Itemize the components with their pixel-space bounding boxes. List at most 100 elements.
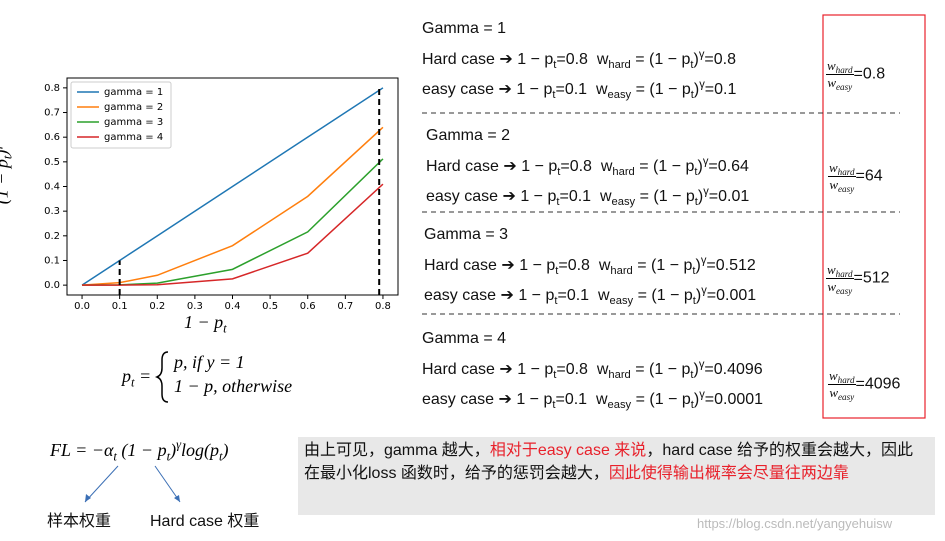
block-heading: Gamma = 1 xyxy=(422,20,506,38)
text-segment: 1 − p, otherwise xyxy=(174,376,293,396)
y-tick-label: 0.3 xyxy=(44,206,60,217)
definition-case: 1 − p, otherwise xyxy=(174,376,292,397)
text-segment: =0.8 xyxy=(704,51,737,68)
text-segment: γ xyxy=(701,284,707,297)
text-segment: =0.1 w xyxy=(559,188,612,205)
text-segment: 由上可见，gamma 越大， xyxy=(304,442,490,459)
series-line xyxy=(82,183,384,286)
numerator: whard xyxy=(828,368,856,385)
series-line xyxy=(81,87,384,286)
text-segment: t xyxy=(690,58,694,71)
text-segment: =512 xyxy=(853,269,890,287)
text-segment: =0.8 w xyxy=(556,361,609,378)
text-segment: t xyxy=(166,449,171,464)
text-segment: t xyxy=(694,165,698,178)
text-segment: w xyxy=(827,279,836,294)
x-tick-label: 0.1 xyxy=(112,301,128,312)
text-segment: easy case ➔ 1 − p xyxy=(422,81,553,98)
text-segment: = (1 − p xyxy=(633,287,693,304)
text-segment: w xyxy=(827,75,836,90)
text-segment: w xyxy=(829,177,838,192)
text-segment: ) xyxy=(0,150,11,156)
text-segment: easy xyxy=(836,82,853,93)
y-tick-label: 0.6 xyxy=(44,132,60,143)
text-segment: =0.001 xyxy=(706,287,757,304)
text-segment: = (1 − p xyxy=(634,158,695,175)
text-segment: t xyxy=(555,264,559,277)
text-segment: w xyxy=(829,160,838,175)
series-line xyxy=(82,158,384,286)
easy-case: easy case ➔ 1 − pt=0.1 weasy = (1 − pt)γ… xyxy=(422,389,763,411)
text-segment: γ xyxy=(700,254,707,267)
legend-box xyxy=(70,81,172,149)
hard-case: Hard case ➔ 1 − pt=0.8 whard = (1 − pt)γ… xyxy=(426,155,749,178)
annotation: 样本权重 xyxy=(47,513,112,530)
text-segment: γ xyxy=(699,78,705,91)
text-segment: Gamma = 1 xyxy=(422,20,507,37)
text-segment: = xyxy=(134,366,152,386)
text-segment: Hard case ➔ 1 − p xyxy=(426,158,558,175)
text-segment: t xyxy=(690,368,694,381)
text-segment: =0.1 xyxy=(704,81,737,98)
y-tick-label: 0.2 xyxy=(44,231,60,242)
text-segment: hard xyxy=(610,264,633,277)
text-segment: =0.1 w xyxy=(555,391,608,408)
text-segment: w xyxy=(827,262,836,277)
text-segment: hard xyxy=(835,269,853,280)
text-segment: =0.4096 xyxy=(704,361,763,378)
fraction: whard weasy xyxy=(826,58,854,93)
text-segment: Gamma = 2 xyxy=(426,127,511,144)
text-segment: 因此使得输出概率会尽量往两边靠 xyxy=(608,465,849,482)
text-segment: w xyxy=(827,58,836,73)
text-segment: =0.1 w xyxy=(557,287,610,304)
text-segment: hard xyxy=(608,368,631,381)
text-segment: γ xyxy=(702,155,709,168)
text-segment: ) xyxy=(222,440,229,460)
denominator: weasy xyxy=(827,279,852,296)
ratio: whard weasy =512 xyxy=(826,262,890,296)
text-segment: easy xyxy=(607,88,632,101)
numerator: whard xyxy=(826,58,854,75)
text-segment: Hard case ➔ 1 − p xyxy=(422,51,554,68)
text-segment: p, if y = 1 xyxy=(174,352,245,372)
ratio-frame xyxy=(822,14,926,419)
x-tick-label: 0.5 xyxy=(262,301,278,312)
text-segment: =4096 xyxy=(855,375,901,393)
numerator: whard xyxy=(826,262,854,279)
easy-case: easy case ➔ 1 − pt=0.1 weasy = (1 − pt)γ… xyxy=(426,186,749,208)
text-segment: =0.8 xyxy=(853,65,886,83)
fraction: whard weasy xyxy=(828,160,856,194)
text-segment: ) xyxy=(693,391,700,408)
text-segment: t xyxy=(692,294,696,307)
text-segment: ) xyxy=(693,81,700,98)
y-tick-label: 0.7 xyxy=(44,108,60,119)
denominator: weasy xyxy=(829,385,854,402)
text-segment: Gamma = 4 xyxy=(422,330,507,347)
denominator: weasy xyxy=(829,177,854,194)
text-segment: t xyxy=(553,368,557,381)
x-tick-label: 0.0 xyxy=(74,301,90,312)
text-segment: w xyxy=(829,368,838,383)
watermark: https://blog.csdn.net/yangyehuisw xyxy=(697,516,893,531)
x-tick-label: 0.3 xyxy=(187,301,203,312)
text-segment: ) xyxy=(693,51,699,68)
x-tick-label: 0.6 xyxy=(300,301,316,312)
text-segment: easy xyxy=(609,294,634,307)
arrow xyxy=(154,465,181,503)
arrow xyxy=(84,465,119,503)
text-segment: = (1 − p xyxy=(632,257,693,274)
text-segment: ) xyxy=(693,361,699,378)
text-segment: t xyxy=(553,58,557,71)
definition-case: p, if y = 1 xyxy=(174,352,245,373)
ratio: whard weasy =64 xyxy=(828,160,883,194)
text-segment: =0.1 w xyxy=(555,81,608,98)
text-segment: ，hard case 给予的权重会越大，因此在最小化loss 函数时，给予的惩罚… xyxy=(304,442,914,482)
block-heading: Gamma = 2 xyxy=(426,127,510,145)
annotation: Hard case 权重 xyxy=(150,513,260,530)
text-segment: γ xyxy=(698,358,705,371)
text-segment: t xyxy=(223,321,227,336)
y-tick-label: 0.0 xyxy=(44,280,60,291)
text-segment: =0.512 xyxy=(706,257,756,274)
text-segment: γ xyxy=(698,48,705,61)
